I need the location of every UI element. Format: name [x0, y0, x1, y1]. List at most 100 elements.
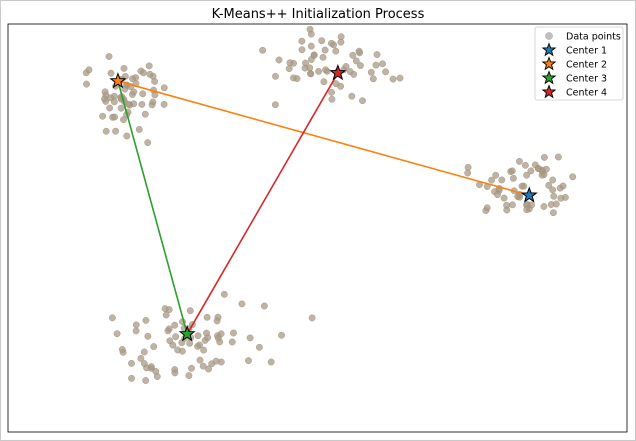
data-point [110, 98, 118, 106]
data-point [205, 365, 212, 373]
data-point [139, 90, 147, 98]
data-point [196, 356, 204, 364]
data-point [101, 88, 109, 96]
data-point [328, 95, 336, 103]
center-connection-line [186, 72, 339, 335]
data-point [111, 113, 119, 121]
data-point [372, 61, 380, 69]
data-point [541, 153, 548, 161]
data-point [285, 65, 293, 73]
data-point [105, 53, 113, 60]
data-point [128, 374, 135, 382]
data-point [106, 104, 114, 112]
data-point [559, 182, 567, 190]
data-point [117, 104, 125, 112]
data-point [171, 369, 179, 377]
data-point [278, 331, 285, 339]
data-point [144, 139, 152, 147]
data-point [337, 82, 344, 90]
legend-label: Center 1 [566, 46, 607, 57]
legend-marker-data-points [545, 32, 553, 40]
center-3-marker [178, 325, 196, 342]
data-point [321, 46, 329, 54]
data-point [500, 194, 508, 202]
data-point [523, 206, 531, 214]
plot-area [7, 23, 628, 433]
data-point [318, 37, 326, 45]
data-point [118, 346, 126, 353]
data-point [488, 176, 495, 184]
data-point [492, 171, 500, 179]
data-point [327, 39, 335, 47]
data-point [144, 332, 152, 340]
data-point [113, 330, 121, 338]
data-point [160, 101, 168, 108]
data-point [356, 62, 364, 69]
data-point [138, 101, 146, 108]
data-point [160, 84, 168, 92]
data-point [259, 46, 266, 54]
data-point [146, 70, 154, 78]
data-point [332, 47, 340, 55]
data-point [137, 354, 145, 362]
data-point [549, 176, 557, 184]
data-point [128, 359, 135, 367]
data-point [319, 54, 327, 61]
data-point [315, 68, 322, 75]
data-point [101, 95, 108, 103]
data-point [255, 343, 263, 351]
data-point [271, 101, 279, 109]
data-point [149, 98, 157, 106]
data-point [540, 203, 548, 210]
legend-marker-center-1 [541, 42, 557, 57]
data-point [293, 75, 301, 83]
data-point [308, 314, 316, 322]
data-point [85, 66, 93, 74]
data-point [112, 127, 120, 135]
data-point [569, 173, 577, 181]
data-point [328, 89, 335, 96]
legend-marker-center-2 [541, 56, 557, 71]
data-point [523, 171, 530, 179]
legend-label: Center 4 [566, 88, 607, 99]
data-point [178, 339, 186, 346]
data-point [129, 75, 136, 83]
data-point [538, 171, 546, 179]
data-point [307, 30, 315, 38]
data-point [123, 132, 131, 140]
legend-label: Data points [566, 32, 621, 43]
legend-box [534, 26, 624, 101]
data-point [516, 157, 523, 165]
data-point [322, 66, 329, 74]
data-point [147, 363, 155, 370]
data-point [142, 316, 150, 324]
data-point [174, 346, 182, 354]
data-point [535, 165, 542, 173]
data-point [140, 348, 148, 356]
data-point [498, 176, 506, 184]
data-point [228, 338, 236, 346]
data-point [369, 75, 377, 83]
center-lines-layer [117, 72, 530, 335]
data-point [230, 329, 237, 337]
data-point [509, 201, 516, 209]
data-point [272, 72, 279, 80]
data-point [130, 88, 138, 96]
data-point [140, 360, 148, 367]
data-point [199, 362, 207, 370]
data-point [348, 92, 356, 100]
data-point [150, 343, 158, 350]
data-point [396, 74, 404, 82]
data-point [185, 372, 193, 379]
data-point [203, 329, 210, 337]
legend: Data points Center 1 Center 2 Center 3 Cente… [534, 26, 624, 101]
data-point [549, 186, 556, 194]
data-point [379, 60, 386, 68]
center-connection-line [117, 80, 530, 197]
data-point [83, 80, 90, 88]
data-point [120, 65, 128, 72]
data-point [555, 153, 562, 161]
data-point [337, 38, 345, 46]
data-point [522, 161, 529, 169]
data-point [302, 59, 309, 67]
